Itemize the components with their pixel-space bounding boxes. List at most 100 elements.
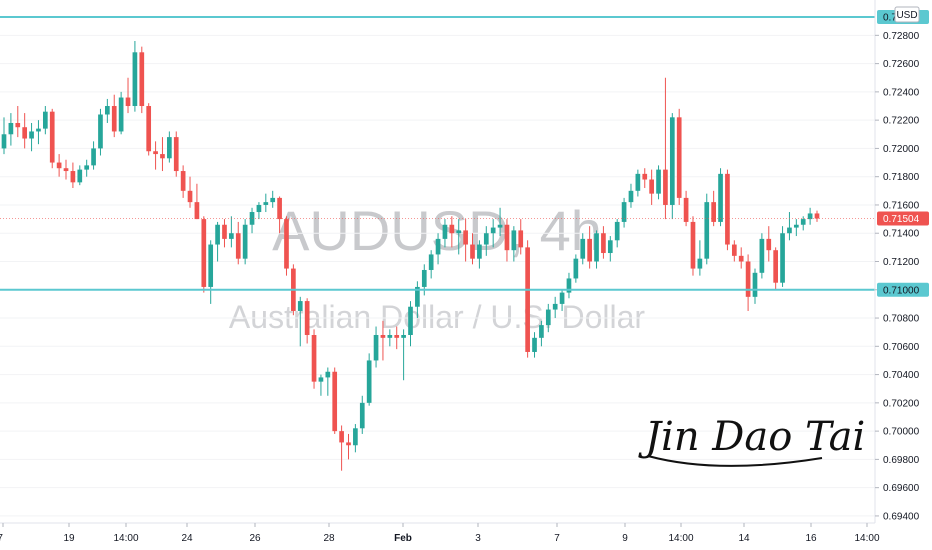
candle-body xyxy=(8,122,14,135)
candle-body xyxy=(573,258,579,279)
candle xyxy=(656,165,661,200)
price-tick-label: 0.70800 xyxy=(883,314,920,325)
candle xyxy=(814,210,820,222)
candle xyxy=(208,240,214,304)
candle xyxy=(539,320,544,347)
candle xyxy=(222,219,227,248)
price-tick-label: 0.72000 xyxy=(883,144,920,155)
candle-body xyxy=(408,306,413,336)
time-tick-label: 14:00 xyxy=(113,533,138,544)
candle-body xyxy=(146,106,152,152)
candle-body xyxy=(332,371,338,432)
candle xyxy=(36,120,41,145)
current-price-badge xyxy=(877,211,929,226)
candle-body xyxy=(98,114,103,149)
currency-label: USD xyxy=(896,10,917,21)
candle-body xyxy=(84,165,90,170)
current-price-label: 0.71504 xyxy=(883,214,920,225)
candle xyxy=(711,190,716,227)
candle-body xyxy=(780,233,785,283)
price-tick-label: 0.69800 xyxy=(883,455,920,466)
candle xyxy=(359,395,365,434)
candle-body xyxy=(621,202,627,222)
candle-body xyxy=(325,371,331,378)
candle xyxy=(614,219,620,248)
candle xyxy=(373,326,379,368)
candle xyxy=(401,329,406,381)
candle-body xyxy=(525,247,530,352)
candle-body xyxy=(215,224,220,245)
candle xyxy=(125,77,131,114)
candle xyxy=(552,296,558,319)
time-tick-label: 7 xyxy=(554,533,560,544)
candle xyxy=(780,226,785,287)
candle-body xyxy=(29,131,34,139)
candle-body xyxy=(118,97,124,132)
candle xyxy=(635,169,641,197)
candle xyxy=(669,113,675,220)
candle xyxy=(153,141,158,170)
candle-body xyxy=(539,325,544,338)
candle-body xyxy=(442,224,448,239)
candle xyxy=(745,254,751,311)
candle xyxy=(408,301,413,347)
candle-body xyxy=(566,278,572,293)
candle xyxy=(380,320,386,361)
candle-body xyxy=(552,303,558,310)
candle-body xyxy=(125,97,131,107)
candle xyxy=(256,202,262,220)
candle-body xyxy=(77,169,83,183)
candle xyxy=(318,374,324,396)
candle-body xyxy=(139,52,145,107)
candle xyxy=(725,169,730,251)
price-axis[interactable]: 0.72800 0.72600 0.72400 0.72200 0.72000 0.718… xyxy=(874,0,932,550)
candle-body xyxy=(173,137,179,172)
candle xyxy=(56,154,62,177)
time-tick-label: 16 xyxy=(805,533,817,544)
time-tick-label: Feb xyxy=(394,533,412,544)
level-price-badge xyxy=(877,282,929,297)
candle xyxy=(697,240,703,276)
candle xyxy=(77,165,83,186)
signature-text: Jin Dao Tai xyxy=(638,414,865,460)
candle xyxy=(470,233,475,265)
horizontal-levels[interactable] xyxy=(0,15,875,291)
candle-body xyxy=(353,428,358,446)
currency-badge[interactable] xyxy=(894,6,920,23)
candle xyxy=(807,207,813,225)
candle-body xyxy=(704,202,710,259)
candle xyxy=(690,216,696,276)
candle-body xyxy=(256,204,262,213)
candle-body xyxy=(656,169,661,194)
price-tick-label: 0.71600 xyxy=(883,200,920,211)
candles-layer xyxy=(1,40,820,471)
time-tick-label: 9 xyxy=(622,533,628,544)
candle xyxy=(105,98,110,123)
time-tick-label: 28 xyxy=(323,533,335,544)
candle xyxy=(146,103,152,156)
candle xyxy=(738,247,744,269)
candle xyxy=(483,226,489,256)
candle-body xyxy=(449,224,455,234)
candle-body xyxy=(318,377,324,382)
candle xyxy=(180,165,186,198)
candle-body xyxy=(456,230,462,234)
candle xyxy=(29,122,34,152)
candle xyxy=(621,197,627,228)
candle-body xyxy=(284,219,289,269)
candle xyxy=(42,106,48,135)
candle xyxy=(270,190,276,208)
candle xyxy=(229,216,234,248)
price-tick-label: 0.72200 xyxy=(883,116,920,127)
candle-body xyxy=(242,224,248,259)
candle xyxy=(800,216,806,231)
candle-body xyxy=(663,169,668,205)
price-tick-label: 0.72800 xyxy=(883,31,920,42)
time-axis[interactable]: 17 19 14:00 24 26 28 Feb 3 7 9 14:00 14 16 14:00 xyxy=(0,522,880,550)
candle xyxy=(704,193,710,265)
candle xyxy=(594,230,599,269)
candle-body xyxy=(380,335,386,338)
candle xyxy=(628,183,634,208)
candle xyxy=(249,207,255,234)
